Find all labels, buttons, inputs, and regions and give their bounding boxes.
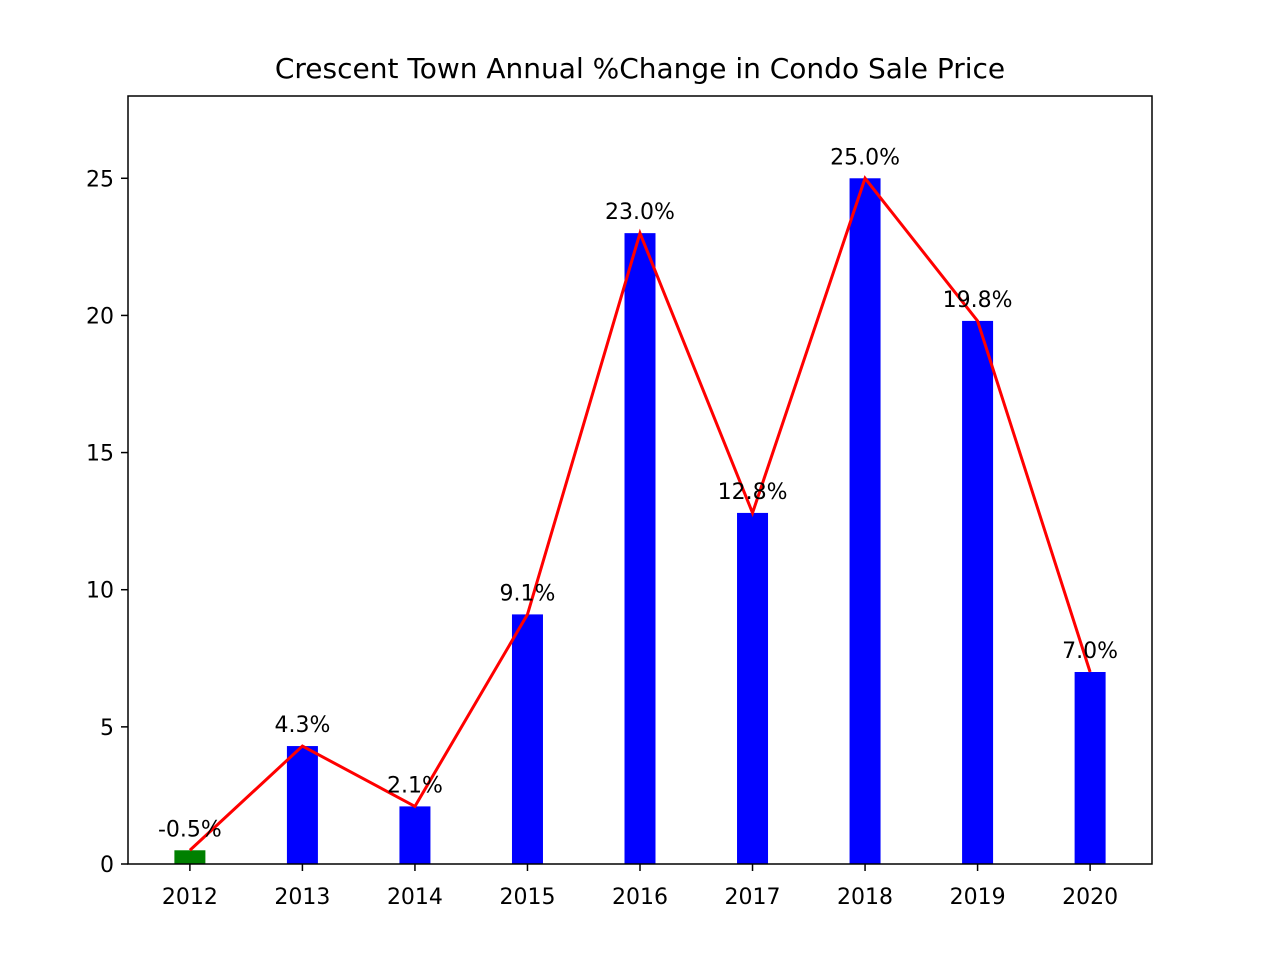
bar-2014 — [399, 806, 431, 864]
bar-2012 — [174, 850, 206, 864]
data-label-2015: 9.1% — [500, 581, 556, 606]
trend-line — [188, 175, 1092, 852]
bars-group — [174, 178, 1106, 865]
x-tick-label: 2013 — [274, 885, 330, 910]
bar-2015 — [511, 614, 543, 864]
data-label-2017: 12.8% — [718, 480, 788, 505]
x-tick-label: 2014 — [387, 885, 443, 910]
bar-2020 — [1074, 672, 1106, 864]
x-tick-label: 2015 — [499, 885, 555, 910]
y-tick-label: 5 — [100, 716, 114, 741]
data-label-2014: 2.1% — [387, 773, 443, 798]
y-tick-label: 0 — [100, 853, 114, 878]
bar-2016 — [624, 233, 656, 865]
data-label-2019: 19.8% — [943, 288, 1013, 313]
trend-line-group — [188, 175, 1092, 852]
data-label-2013: 4.3% — [274, 713, 330, 738]
x-tick-label: 2019 — [950, 885, 1006, 910]
y-tick-label: 10 — [86, 579, 114, 604]
x-tick-label: 2018 — [837, 885, 893, 910]
bar-2019 — [962, 320, 994, 864]
bar-2018 — [849, 178, 881, 865]
y-tick-label: 20 — [86, 304, 114, 329]
x-tick-label: 2012 — [162, 885, 218, 910]
chart-title: Crescent Town Annual %Change in Condo Sa… — [275, 52, 1005, 85]
data-labels-group: -0.5% 4.3% 2.1% 9.1% 23.0% 12.8% 25.0% 19.8% 7.0… — [158, 145, 1118, 842]
data-label-2016: 23.0% — [605, 200, 675, 225]
y-tick-label: 25 — [86, 167, 114, 192]
x-axis: 2012 2013 2014 2015 2016 2017 2018 2019 2020 — [162, 864, 1118, 910]
bar-2013 — [286, 746, 318, 864]
plot-frame — [127, 95, 1153, 865]
x-tick-label: 2016 — [612, 885, 668, 910]
data-label-2020: 7.0% — [1062, 639, 1118, 664]
y-axis: 0 5 10 15 20 25 — [86, 167, 128, 878]
data-label-2018: 25.0% — [830, 145, 900, 170]
x-tick-label: 2020 — [1062, 885, 1118, 910]
bar-2017 — [737, 512, 769, 864]
y-tick-label: 15 — [86, 442, 114, 467]
x-tick-label: 2017 — [725, 885, 781, 910]
data-label-2012: -0.5% — [158, 817, 222, 842]
